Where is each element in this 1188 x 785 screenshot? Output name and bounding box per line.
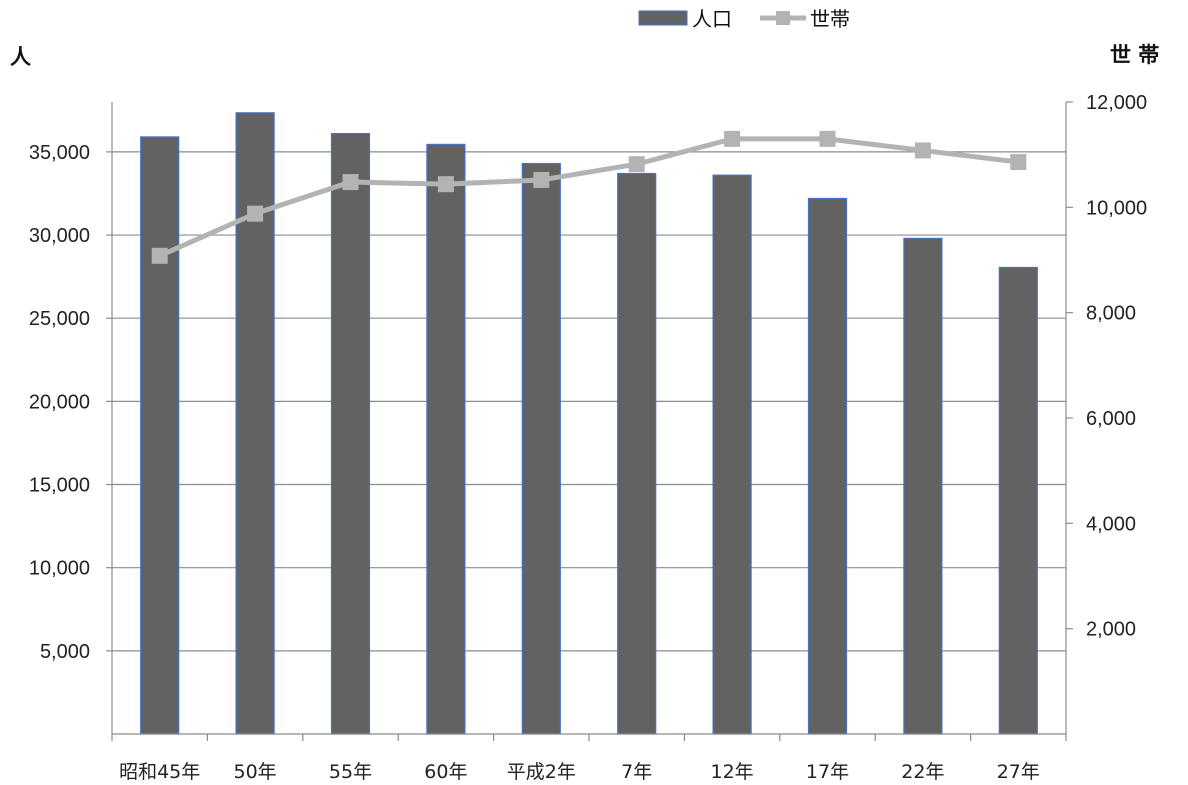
household-marker <box>628 156 645 173</box>
population-bar <box>330 133 371 735</box>
y-tick-label-left: 15,000 <box>29 475 90 497</box>
legend-label-household: 世帯 <box>810 7 850 31</box>
y-tick-label-left: 20,000 <box>29 391 90 413</box>
y-tick-label-right: 10,000 <box>1086 197 1147 219</box>
household-marker <box>437 176 454 193</box>
household-marker <box>724 130 741 147</box>
x-tick-label: 17年 <box>806 761 849 783</box>
y-tick-label-left: 30,000 <box>29 225 90 247</box>
legend-label-population: 人口 <box>692 7 732 31</box>
x-tick-label: 7年 <box>621 761 652 783</box>
y-tick-label-right: 6,000 <box>1086 408 1136 430</box>
y-tick-label-right: 8,000 <box>1086 303 1136 325</box>
x-tick-label: 50年 <box>234 761 277 783</box>
legend: 人口 世帯 <box>638 7 850 31</box>
axis-labels: 5,000 10,000 15,000 20,000 25,000 30,000 35,00… <box>29 92 1147 783</box>
population-bar <box>807 197 848 735</box>
population-bar <box>140 136 180 735</box>
x-tick-label: 平成2年 <box>507 761 576 783</box>
population-bar <box>998 266 1038 735</box>
population-bar <box>426 143 466 735</box>
y-axis-title-left: 人 <box>10 45 31 69</box>
legend-marker-household <box>776 11 790 25</box>
population-bar <box>712 174 752 735</box>
x-tick-label: 12年 <box>711 761 754 783</box>
household-line <box>151 130 1027 264</box>
household-marker <box>1010 154 1027 171</box>
household-marker <box>342 174 359 191</box>
household-marker <box>914 142 931 159</box>
y-tick-label-left: 10,000 <box>29 558 90 580</box>
y-tick-label-right: 2,000 <box>1086 619 1136 641</box>
population-bar <box>903 237 943 735</box>
household-marker <box>533 171 550 188</box>
y-axis-title-right: 世 帯 <box>1110 43 1159 67</box>
x-tick-label: 55年 <box>329 761 372 783</box>
population-bar <box>617 172 657 735</box>
axes <box>106 101 1073 741</box>
household-marker <box>819 130 836 147</box>
legend-swatch-population <box>638 10 688 26</box>
x-tick-label: 27年 <box>997 761 1040 783</box>
household-line-path <box>158 136 1019 259</box>
y-tick-label-left: 25,000 <box>29 308 90 330</box>
household-marker <box>247 205 264 222</box>
population-bar <box>521 162 561 735</box>
household-marker <box>151 247 168 264</box>
x-tick-label: 昭和45年 <box>119 761 200 783</box>
x-tick-label: 22年 <box>901 761 944 783</box>
y-tick-label-right: 12,000 <box>1086 92 1147 114</box>
y-tick-label-left: 35,000 <box>29 142 90 164</box>
x-tick-label: 60年 <box>424 761 467 783</box>
y-tick-label-left: 5,000 <box>40 641 90 663</box>
y-tick-label-right: 4,000 <box>1086 513 1136 535</box>
